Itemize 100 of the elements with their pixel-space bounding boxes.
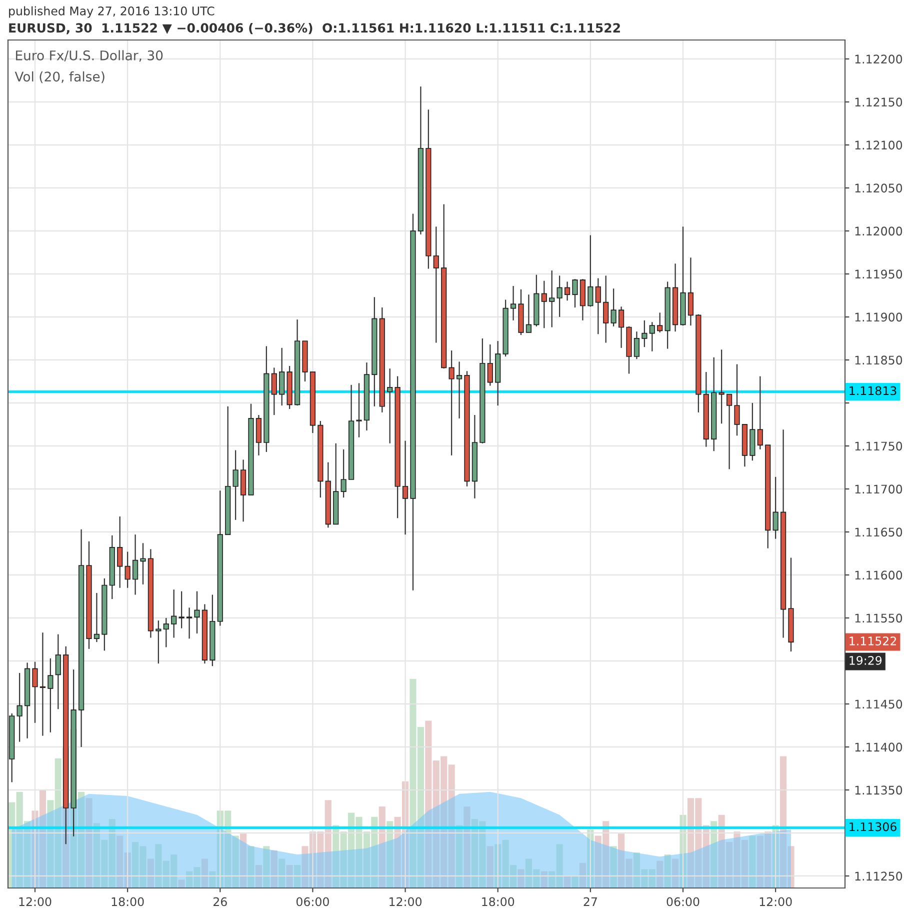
chart-title: Vol (20, false) [14,71,104,84]
y-tick-label: 1.12150 [855,98,902,107]
bar [86,798,92,888]
candlestick [734,364,740,436]
bar [664,854,671,888]
candlestick [556,275,562,318]
candlestick [448,350,454,456]
candlestick [572,278,578,308]
y-tick-label: 1.11550 [855,614,902,623]
bar [270,850,278,888]
candlestick [279,347,285,406]
bar [456,825,463,888]
y-tick-label: 1.11400 [855,742,902,752]
bar [378,806,386,888]
y-tick-label: 1.11350 [855,786,902,795]
candlestick [510,285,516,321]
bar [286,865,293,888]
bar [147,858,154,888]
candlestick [340,448,346,498]
candlestick [194,590,200,634]
y-tick-label: 1.11750 [855,442,902,451]
x-tick-label: 26 [213,897,227,906]
y-tick-label: 1.11950 [855,270,902,279]
candlestick [117,516,123,588]
bar [278,858,286,888]
y-tick-label: 1.11650 [855,528,902,537]
bar [672,858,679,888]
candlestick [588,234,594,308]
candlestick [688,257,694,326]
candlestick [595,278,601,335]
x-tick-label: 12:00 [19,897,52,906]
y-tick-label: 1.12050 [855,184,902,193]
candlestick [48,658,54,733]
y-tick-label: 1.12200 [855,54,902,64]
x-tick-label: 18:00 [482,897,514,906]
candlestick [402,440,408,536]
y-tick-label: 1.11900 [855,312,902,322]
candlestick [564,281,570,302]
candlestick [772,476,778,540]
candlestick [726,394,732,470]
bar [749,836,756,888]
candlestick [456,361,462,419]
ref-line-label: 1.11813 [850,386,896,396]
y-tick-label: 1.11850 [855,356,902,365]
candlestick [549,270,555,328]
y-tick-label: 1.11250 [855,872,902,881]
y-tick-label: 1.12000 [855,226,902,236]
bar [240,834,247,888]
candlestick [634,331,640,360]
bar [518,869,524,888]
x-tick-label: 06:00 [666,897,700,906]
candlestick [132,534,138,596]
x-tick-label: 12:00 [390,897,422,906]
text: EURUSD, 30 1.11522 ▼ −0.00406 (−0.36%) O:1.11561 H:1.11620 L:1.11511 C:1.11522 [9,22,620,34]
candlestick [433,226,439,344]
text: 19:29 [850,656,882,665]
candlestick [178,590,184,629]
bar [255,865,262,888]
text: Euro Fx/U.S. Dollar, 30 [16,50,163,62]
candlestick [487,344,493,386]
x-tick-label: 27 [584,897,597,906]
bar [710,821,718,888]
y-tick-label: 1.11450 [855,700,902,709]
candlestick [186,607,192,640]
x-tick-label: 06:00 [296,897,329,906]
bar [178,880,185,888]
bar [464,806,470,888]
ref-line-label: 1.11306 [850,822,896,832]
bar [656,860,664,888]
candlestick [140,542,146,585]
bar [263,846,270,888]
bar [294,865,301,888]
text: 1.11522 [850,636,896,646]
candlestick [757,376,763,450]
candlestick [657,312,663,333]
bar [248,846,254,888]
bar [486,846,494,888]
candlestick [171,589,177,638]
candlestick [649,322,655,352]
candlestick [40,632,46,736]
candlestick [163,617,169,648]
candlestick [618,306,624,348]
bar [610,846,617,888]
candlestick [232,450,238,520]
candlestick [124,551,130,588]
candlestick [718,349,724,424]
candlestick [356,382,362,438]
candlestick [156,620,162,664]
bar [579,862,586,888]
candlestick [387,368,393,444]
candlestick [16,672,22,742]
text: published May 27, 2016 13:10 UTC [9,6,214,18]
x-tick-label: 12:00 [760,897,792,906]
candlestick [55,634,61,710]
candlestick [610,288,616,327]
candlestick [603,275,609,344]
bar [201,858,208,888]
y-tick-label: 1.12100 [855,140,902,150]
x-tick-label: 18:00 [112,897,144,906]
candlestick [642,320,648,348]
